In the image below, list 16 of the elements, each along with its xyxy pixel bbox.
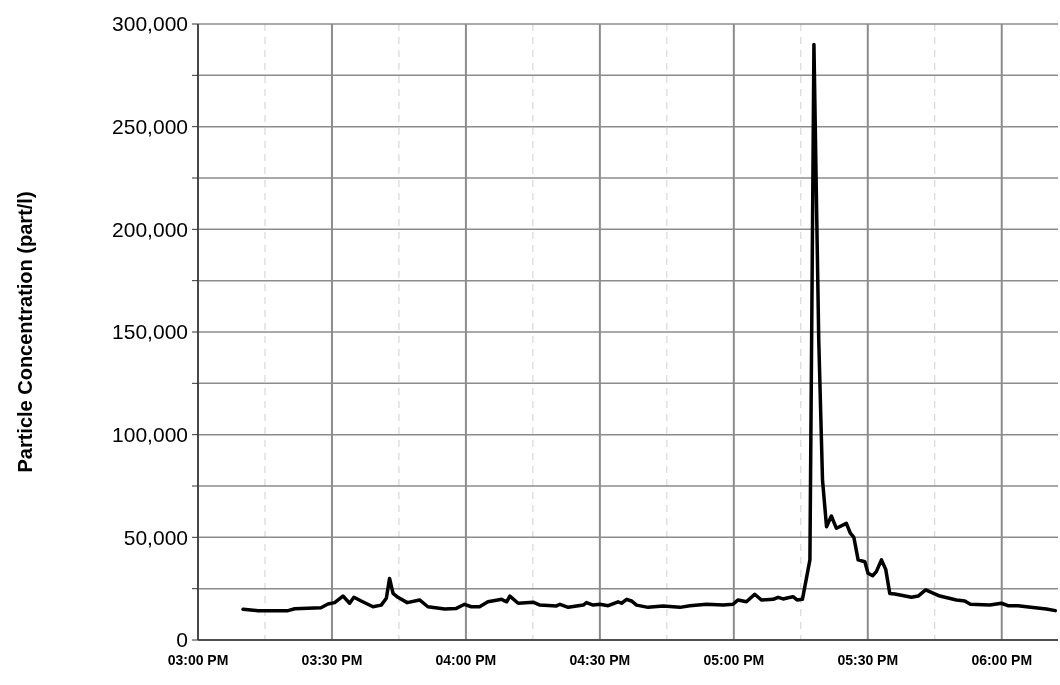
x-tick-label: 04:00 PM — [435, 652, 497, 668]
x-tick-label: 05:00 PM — [703, 652, 765, 668]
x-tick-label: 05:30 PM — [837, 652, 899, 668]
x-tick-label: 03:00 PM — [167, 652, 229, 668]
y-axis-title: Particle Concentration (part/l) — [14, 191, 36, 473]
x-tick-label: 03:30 PM — [301, 652, 363, 668]
line-series — [241, 42, 1058, 613]
x-tick-label: 04:30 PM — [569, 652, 631, 668]
y-tick-label: 100,000 — [112, 423, 188, 447]
y-tick-label: 0 — [176, 628, 188, 652]
x-tick-label: 06:00 PM — [971, 652, 1033, 668]
y-tick-label: 50,000 — [123, 525, 188, 549]
y-tick-label: 300,000 — [112, 12, 188, 36]
y-tick-label: 150,000 — [112, 320, 188, 344]
y-tick-label: 200,000 — [112, 217, 188, 241]
y-tick-label: 250,000 — [112, 115, 188, 139]
